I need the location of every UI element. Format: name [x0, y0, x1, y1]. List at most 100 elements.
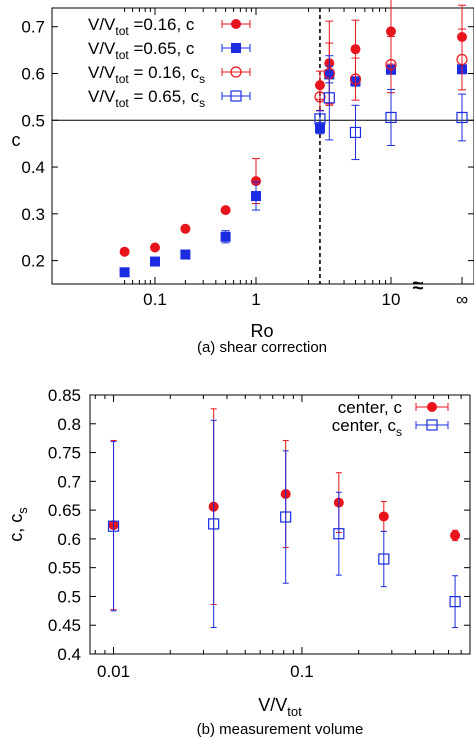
- legend-text: =0.16, c: [129, 15, 195, 34]
- y-tick-label: 0.65: [48, 501, 81, 520]
- data-point: [180, 223, 191, 234]
- legend-label: V/Vtot = 0.65, cs: [88, 87, 205, 110]
- y-tick-label: 0.7: [57, 472, 81, 491]
- data-point: [378, 511, 389, 522]
- data-point: [280, 511, 292, 523]
- y-tick-label: 0.55: [48, 559, 81, 578]
- y-tick-label: 0.2: [21, 252, 45, 271]
- data-point: [180, 249, 191, 260]
- legend-text: V/V: [88, 39, 116, 58]
- legend-subscript: tot: [115, 48, 129, 62]
- caption-a: (a) shear correction: [197, 339, 327, 356]
- data-point: [333, 528, 345, 540]
- series-open-square: [107, 419, 461, 629]
- legend-marker: [426, 419, 438, 431]
- legend-marker: [231, 19, 241, 29]
- data-point: [349, 126, 362, 139]
- data-point: [450, 530, 461, 541]
- data-point: [251, 191, 261, 202]
- data-point: [220, 231, 231, 242]
- legend-marker: [230, 90, 242, 102]
- data-point: [456, 111, 468, 124]
- data-point: [251, 176, 261, 187]
- x-axis-label-subscript: tot: [287, 704, 302, 719]
- panel-b-measurement-volume: 0.4 0.45 0.5 0.55 0.6 0.65 0.7 0.75 0.8 0.85 0.01 0…: [6, 386, 471, 738]
- legend-label: V/Vtot =0.16, c: [88, 15, 195, 38]
- y-tick-label: 0.6: [21, 64, 45, 83]
- legend-marker: [231, 43, 241, 53]
- legend-text: V/V: [88, 15, 116, 34]
- legend-text: V/V: [88, 87, 116, 106]
- data-point: [378, 553, 390, 565]
- x-axis-label: Ro: [250, 321, 273, 341]
- legend-marker: [427, 402, 437, 412]
- data-point: [349, 73, 362, 85]
- legend-subscript: tot: [115, 72, 129, 86]
- legend-label: center, c: [338, 398, 403, 417]
- legend-text: = 0.65, c: [129, 87, 200, 106]
- x-tick-label: 1: [251, 290, 260, 309]
- x-tick-label: 0.01: [97, 662, 130, 681]
- x-tick-label: 0.1: [143, 290, 167, 309]
- panel-a-shear-correction: 0.20.30.40.50.60.70.1 1 10 ∞≈V/Vtot =0.16, …: [12, 0, 474, 356]
- data-point: [208, 518, 220, 530]
- axis-break-symbol: ≈: [413, 275, 424, 297]
- series-open-square: [314, 55, 468, 161]
- data-point: [386, 26, 396, 37]
- legend-subscript: s: [396, 425, 402, 439]
- legend-text: center, c: [332, 416, 397, 435]
- x-tick-label: 10: [382, 290, 401, 309]
- legend-text: center, c: [338, 398, 403, 417]
- y-tick-label: 0.85: [48, 386, 81, 405]
- y-tick-label: 0.4: [21, 158, 45, 177]
- y-tick-label: 0.6: [57, 530, 81, 549]
- legend-label: V/Vtot =0.65, c: [88, 39, 195, 62]
- legend-text: V/V: [88, 63, 116, 82]
- data-point: [314, 123, 325, 134]
- y-tick-label: 0.5: [57, 587, 81, 606]
- y-axis-label: c: [12, 130, 21, 150]
- y-axis-label-subscript: s: [15, 507, 30, 514]
- legend-subscript: s: [199, 72, 205, 86]
- y-axis-label: c, cs: [6, 507, 30, 542]
- series-open-circle: [314, 28, 468, 112]
- legend-subscript: s: [199, 96, 205, 110]
- y-tick-label: 0.7: [21, 18, 45, 37]
- data-point: [314, 113, 326, 125]
- data-point: [119, 267, 130, 278]
- data-point: [385, 59, 397, 71]
- x-tick-label: 0.1: [290, 662, 314, 681]
- data-point: [314, 91, 326, 103]
- legend: V/Vtot =0.16, cV/Vtot =0.65, cV/Vtot = 0…: [88, 15, 251, 110]
- data-point: [107, 520, 120, 532]
- data-point: [449, 596, 461, 608]
- y-tick-label: 0.5: [21, 111, 45, 130]
- legend-label: V/Vtot = 0.16, cs: [88, 63, 205, 86]
- legend-text: =0.65, c: [129, 39, 195, 58]
- y-tick-label: 0.8: [57, 415, 81, 434]
- legend-subscript: tot: [115, 96, 129, 110]
- data-point: [150, 256, 160, 267]
- y-tick-label: 0.3: [21, 205, 45, 224]
- y-tick-label: 0.4: [57, 645, 81, 664]
- data-point: [220, 205, 231, 216]
- data-point: [350, 44, 361, 55]
- series-filled-circle: [108, 408, 461, 611]
- data-point: [150, 242, 160, 253]
- legend-marker: [230, 66, 242, 78]
- x-axis-label: V/Vtot: [258, 695, 302, 719]
- x-tick-label: ∞: [456, 290, 468, 309]
- y-tick-label: 0.75: [48, 444, 81, 463]
- legend-label: center, cs: [332, 416, 402, 439]
- data-point: [323, 92, 335, 104]
- x-axis-label-text: V/V: [258, 695, 287, 715]
- legend-subscript: tot: [115, 24, 129, 38]
- data-point: [385, 111, 397, 124]
- data-point: [456, 53, 468, 66]
- plot-frame: [89, 394, 471, 655]
- legend-text: = 0.16, c: [129, 63, 200, 82]
- data-point: [119, 246, 130, 257]
- caption-b: (b) measurement volume: [197, 721, 364, 738]
